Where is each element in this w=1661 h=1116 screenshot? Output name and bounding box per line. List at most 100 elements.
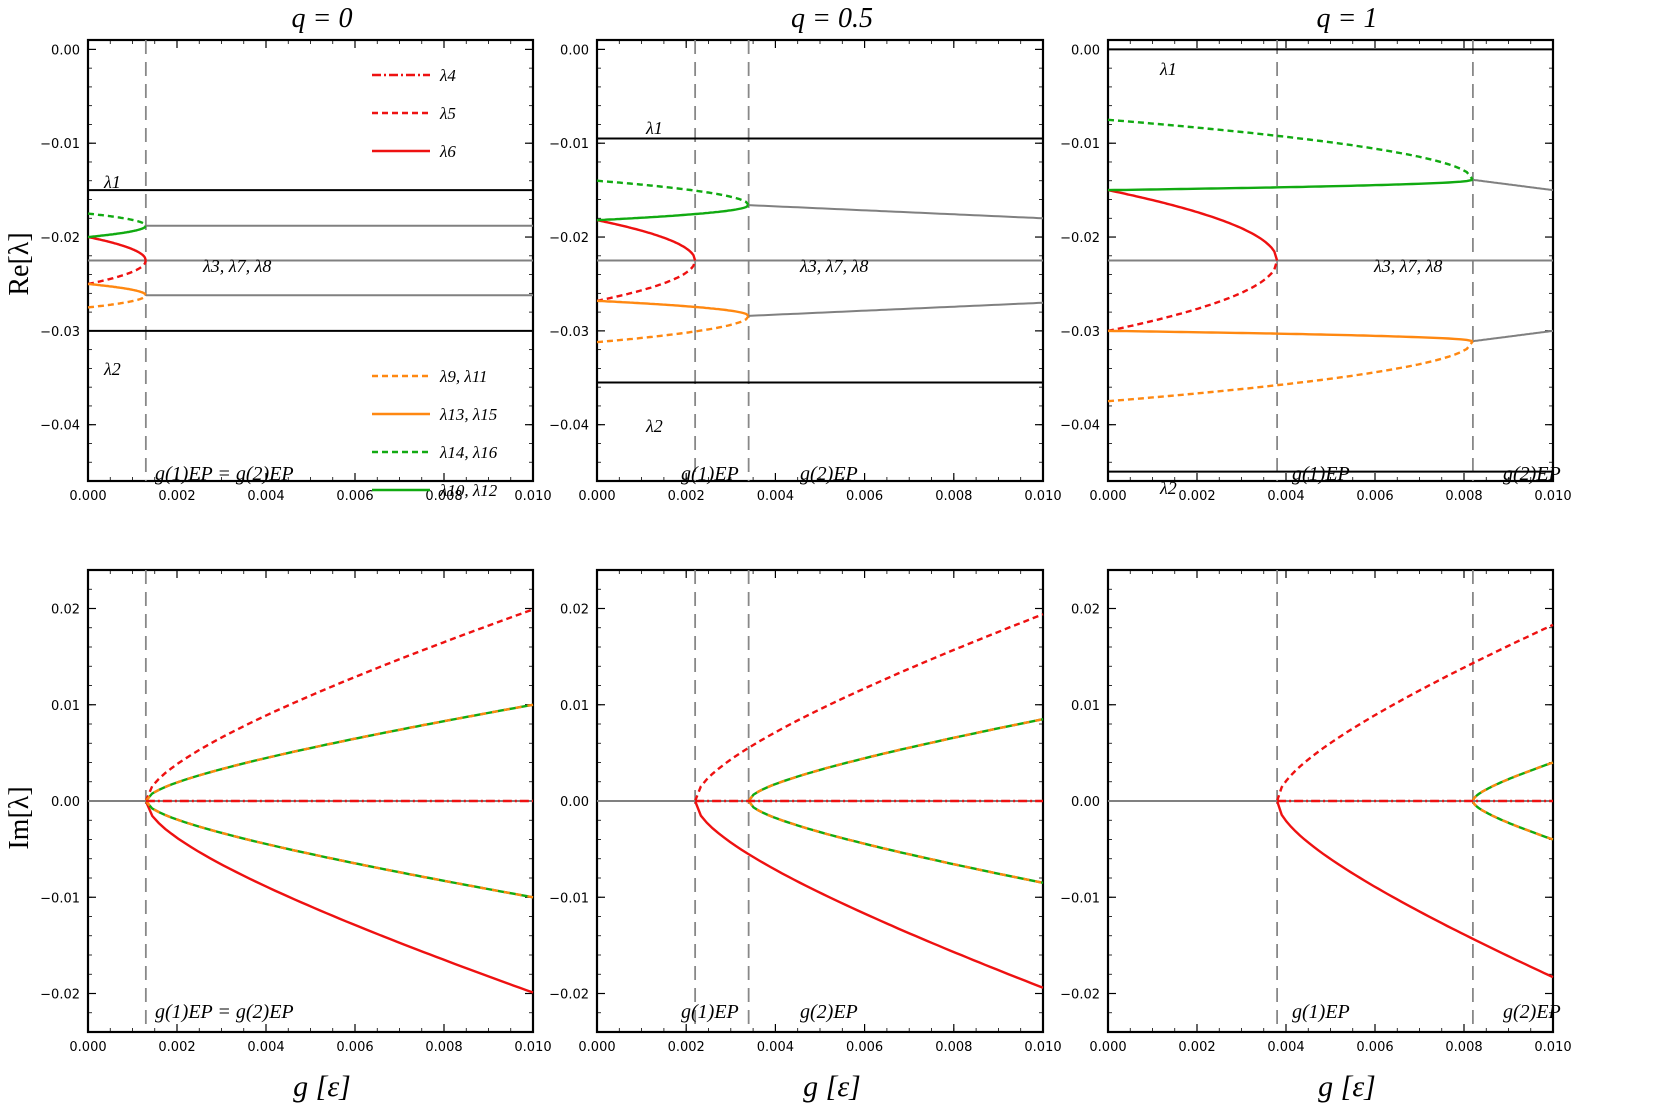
x-tick-label: 0.004 xyxy=(1267,489,1304,504)
series-line xyxy=(747,718,1044,802)
x-tick-label: 0.008 xyxy=(1445,489,1482,504)
annotation-lambda2-col2: λ2 xyxy=(645,416,663,436)
series-line xyxy=(693,613,1044,802)
x-tick-label: 0.004 xyxy=(1267,1040,1304,1055)
panel-im-5: 0.000 0.002 0.004 0.006 0.008 0.010 0.02 0.01 0.… xyxy=(1060,568,1572,1055)
series-line-overlay xyxy=(144,800,534,899)
x-axis-label-col2: g [ε] xyxy=(803,1070,861,1103)
x-tick-label: 0.010 xyxy=(1534,489,1571,504)
y-tick-label: −0.02 xyxy=(40,231,80,246)
y-tick-label: −0.01 xyxy=(549,891,589,906)
annotation-ep-equal-re: g(1)EP = g(2)EP xyxy=(155,463,294,485)
x-tick-label: 0.010 xyxy=(1024,489,1061,504)
series-line xyxy=(87,235,147,261)
series-line-overlay xyxy=(747,800,1044,884)
x-tick-label: 0.002 xyxy=(668,1040,705,1055)
x-tick-label: 0.006 xyxy=(1356,1040,1393,1055)
series-line-overlay xyxy=(747,718,1044,802)
x-tick-label: 0.004 xyxy=(247,1040,284,1055)
series-line xyxy=(748,204,1044,220)
y-tick-label: −0.02 xyxy=(40,988,80,1003)
annotation-ep1-re-col2: g(1)EP xyxy=(681,463,739,485)
series-line xyxy=(1275,800,1554,979)
column-title-q0: q = 0 xyxy=(292,3,353,34)
annotation-ep2-re-col2: g(2)EP xyxy=(800,463,858,485)
series-line xyxy=(748,301,1044,317)
y-tick-label: 0.02 xyxy=(560,603,589,618)
series-line xyxy=(1107,118,1474,181)
y-tick-label: 0.01 xyxy=(51,699,80,714)
series-line xyxy=(87,225,147,239)
annotation-ep1-im-col2: g(1)EP xyxy=(681,1001,739,1023)
y-tick-label: −0.02 xyxy=(1060,988,1100,1003)
y-tick-label: −0.02 xyxy=(549,988,589,1003)
x-tick-label: 0.010 xyxy=(514,489,551,504)
y-tick-label: 0.00 xyxy=(560,43,589,58)
y-tick-label: 0.02 xyxy=(1071,603,1100,618)
y-tick-label: −0.04 xyxy=(40,419,80,434)
y-tick-label: −0.04 xyxy=(1060,419,1100,434)
annotation-ep-equal-im: g(1)EP = g(2)EP xyxy=(155,1001,294,1023)
panel-re-2: 0.000 0.002 0.004 0.006 0.008 0.010 0.00 −0.01 −… xyxy=(1060,38,1572,504)
series-line xyxy=(1471,800,1554,841)
series-line-overlay xyxy=(1471,761,1554,802)
annotation-ep1-im-col3: g(1)EP xyxy=(1292,1001,1350,1023)
legend-top-2-label: λ6 xyxy=(439,142,456,161)
x-tick-label: 0.002 xyxy=(1178,489,1215,504)
column-title-q05: q = 0.5 xyxy=(791,3,873,34)
legend-bottom-0-label: λ9, λ11 xyxy=(439,367,487,386)
y-tick-label: 0.00 xyxy=(1071,43,1100,58)
annotation-lambda2-col1: λ2 xyxy=(103,359,121,379)
x-tick-label: 0.006 xyxy=(1356,489,1393,504)
x-tick-label: 0.010 xyxy=(514,1040,551,1055)
y-tick-label: −0.02 xyxy=(1060,231,1100,246)
y-tick-label: −0.01 xyxy=(40,137,80,152)
y-tick-label: 0.00 xyxy=(560,795,589,810)
series-line xyxy=(87,294,147,309)
series-line xyxy=(144,703,534,802)
x-tick-label: 0.000 xyxy=(69,1040,106,1055)
legend-top-0-label: λ4 xyxy=(439,66,456,85)
x-tick-label: 0.010 xyxy=(1534,1040,1571,1055)
series-line xyxy=(596,219,697,261)
x-tick-label: 0.008 xyxy=(935,489,972,504)
y-tick-label: −0.01 xyxy=(549,137,589,152)
legend-bottom-2-label: λ14, λ16 xyxy=(439,443,498,462)
y-tick-label: −0.01 xyxy=(1060,891,1100,906)
y-tick-label: −0.01 xyxy=(1060,137,1100,152)
series-line xyxy=(144,800,534,994)
x-tick-label: 0.008 xyxy=(425,1040,462,1055)
y-tick-label: −0.04 xyxy=(549,419,589,434)
x-tick-label: 0.006 xyxy=(846,489,883,504)
annotation-lambda2-col3: λ2 xyxy=(1159,478,1177,498)
annotation-lambda1-col1: λ1 xyxy=(103,172,121,192)
x-tick-label: 0.002 xyxy=(158,489,195,504)
y-tick-label: −0.02 xyxy=(549,231,589,246)
y-tick-label: 0.00 xyxy=(51,43,80,58)
x-axis-label-col3: g [ε] xyxy=(1318,1070,1376,1103)
series-line-overlay xyxy=(1471,800,1554,841)
series-line xyxy=(1107,178,1474,192)
x-tick-label: 0.000 xyxy=(1089,1040,1126,1055)
annotation-ep2-im-col2: g(2)EP xyxy=(800,1001,858,1023)
x-tick-label: 0.006 xyxy=(336,1040,373,1055)
legend-bottom-1-label: λ13, λ15 xyxy=(439,405,497,424)
column-title-q1: q = 1 xyxy=(1317,3,1378,34)
series-line xyxy=(596,315,750,344)
x-tick-label: 0.000 xyxy=(1089,489,1126,504)
series-line xyxy=(144,608,534,802)
x-tick-label: 0.006 xyxy=(336,489,373,504)
series-line xyxy=(596,299,750,317)
panel-re-1: 0.000 0.002 0.004 0.006 0.008 0.010 0.00 −0.01 −… xyxy=(549,38,1062,504)
x-tick-label: 0.008 xyxy=(425,489,462,504)
annotation-lambda378-col1: λ3, λ7, λ8 xyxy=(202,256,271,276)
y-tick-label: 0.01 xyxy=(1071,699,1100,714)
legend-top-1-label: λ5 xyxy=(439,104,456,123)
x-tick-label: 0.006 xyxy=(846,1040,883,1055)
y-tick-label: −0.03 xyxy=(1060,325,1100,340)
series-line xyxy=(596,204,750,222)
annotation-lambda378-col3: λ3, λ7, λ8 xyxy=(1373,256,1442,276)
series-line xyxy=(1275,623,1554,802)
x-tick-label: 0.002 xyxy=(158,1040,195,1055)
